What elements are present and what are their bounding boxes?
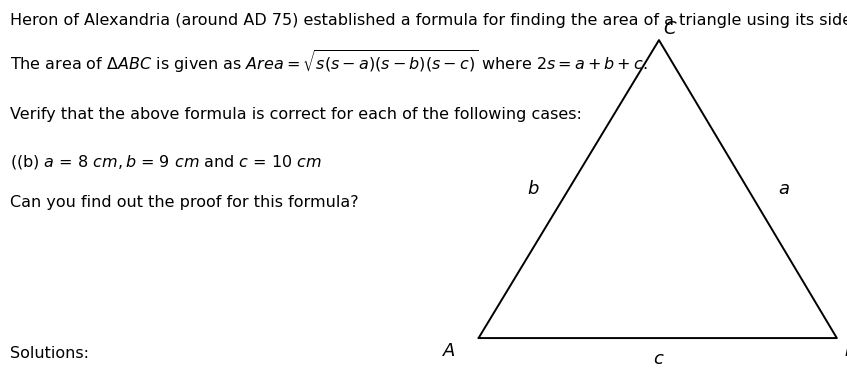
Text: The area of $\Delta ABC$ is given as $\mathit{Area} = \sqrt{s(s-a)(s-b)(s-c)}$ w: The area of $\Delta ABC$ is given as $\m…: [10, 48, 648, 75]
Text: C: C: [663, 20, 676, 38]
Text: Can you find out the proof for this formula?: Can you find out the proof for this form…: [10, 195, 359, 210]
Text: Heron of Alexandria (around AD 75) established a formula for finding the area of: Heron of Alexandria (around AD 75) estab…: [10, 13, 847, 28]
Text: Solutions:: Solutions:: [10, 346, 89, 361]
Text: a: a: [778, 180, 789, 198]
Text: b: b: [527, 180, 539, 198]
Text: ((b) $a$ = 8 $cm, b$ = 9 $cm$ and $c$ = 10 $cm$: ((b) $a$ = 8 $cm, b$ = 9 $cm$ and $c$ = …: [10, 153, 322, 171]
Text: A: A: [443, 342, 456, 359]
Text: Verify that the above formula is correct for each of the following cases:: Verify that the above formula is correct…: [10, 107, 582, 122]
Text: B: B: [844, 342, 847, 359]
Text: c: c: [653, 350, 662, 369]
